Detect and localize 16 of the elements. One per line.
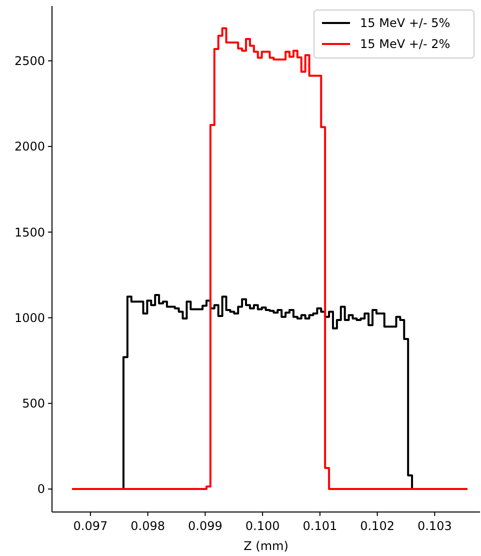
y-tick-label: 1500 [14,225,45,240]
x-tick-label: 0.099 [188,519,222,533]
x-tick-label: 0.103 [417,519,452,533]
y-tick-label: 500 [22,396,45,411]
x-tick-label: 0.100 [245,519,280,533]
x-tick-label: 0.102 [360,519,394,533]
legend-label: 15 MeV +/- 5% [360,16,450,30]
x-tick-label: 0.101 [302,519,338,533]
legend-label: 15 MeV +/- 2% [360,37,450,52]
y-tick-label: 2500 [14,54,45,68]
x-tick-label: 0.097 [73,519,108,533]
x-axis-title: Z (mm) [244,539,288,553]
y-tick-label: 0 [37,482,45,496]
y-tick-label: 2000 [14,140,45,154]
y-tick-label: 1000 [14,310,45,325]
x-tick-label: 0.098 [130,519,165,533]
